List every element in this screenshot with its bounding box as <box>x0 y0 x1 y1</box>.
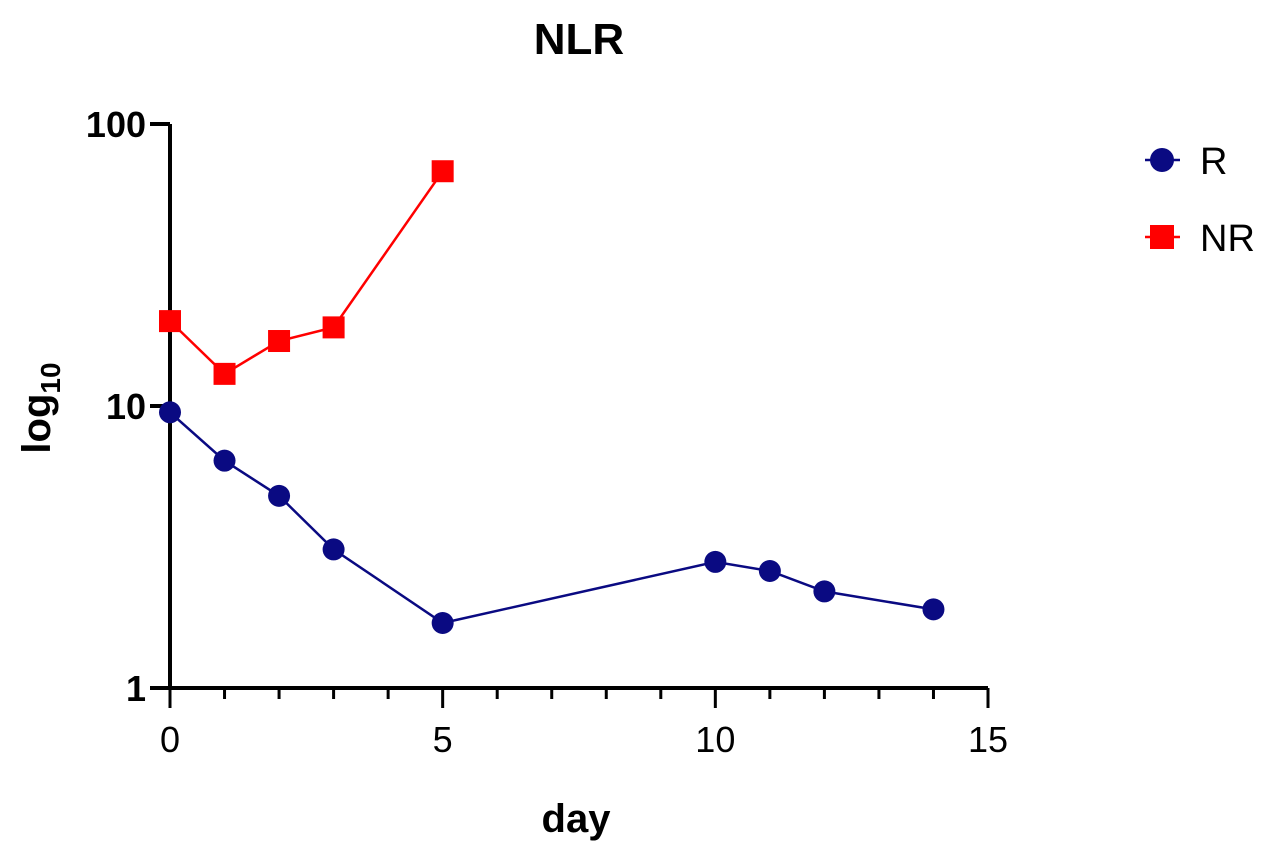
data-point-r <box>268 484 291 507</box>
x-ticks: 0 5 10 15 <box>160 688 1008 760</box>
data-point-r <box>159 401 181 424</box>
x-tick-label: 15 <box>968 719 1008 760</box>
y-axis-title: log10 <box>15 362 66 453</box>
x-tick-label: 0 <box>160 719 180 760</box>
data-point-nr <box>268 330 291 353</box>
data-point-r <box>431 612 454 635</box>
x-axis-title: day <box>542 797 612 841</box>
data-point-r <box>213 449 236 472</box>
data-point-nr <box>159 310 181 333</box>
data-point-nr <box>431 160 454 183</box>
legend-label-r: R <box>1200 141 1227 183</box>
series-layer <box>159 160 945 635</box>
axes <box>168 124 988 690</box>
data-point-nr <box>213 362 236 385</box>
x-tick-label: 10 <box>695 719 735 760</box>
data-point-r <box>322 538 345 561</box>
y-axis-title-subscript: 10 <box>35 362 66 393</box>
data-point-r <box>813 580 836 603</box>
data-point-nr <box>322 316 345 339</box>
y-tick-label: 10 <box>106 386 146 427</box>
legend-marker-r <box>1150 148 1174 172</box>
y-tick-label: 1 <box>126 668 146 709</box>
data-point-r <box>922 598 945 621</box>
data-point-r <box>758 559 781 582</box>
legend: R NR <box>1145 141 1255 260</box>
series-line-nr <box>169 170 444 376</box>
x-tick-label: 5 <box>433 719 453 760</box>
y-ticks: 1 10 100 <box>86 104 170 709</box>
legend-label-nr: NR <box>1200 218 1255 260</box>
legend-marker-nr <box>1150 225 1174 249</box>
y-axis-title-base: log <box>15 394 59 454</box>
chart-title: NLR <box>534 15 624 64</box>
data-point-r <box>704 550 727 573</box>
y-tick-label: 100 <box>86 104 146 145</box>
